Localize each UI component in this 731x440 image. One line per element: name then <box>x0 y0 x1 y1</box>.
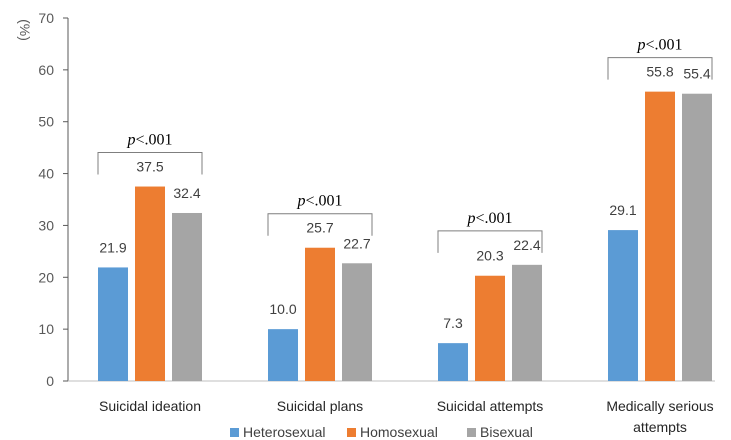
bar-heterosexual-3 <box>438 343 468 381</box>
p-threshold: <.001 <box>135 132 172 149</box>
p-value-label: p<.001 <box>126 132 172 149</box>
bar-homosexual-4 <box>645 91 675 381</box>
data-label: 10.0 <box>269 301 296 317</box>
x-tick-label: Suicidal ideation <box>99 398 201 414</box>
y-tick-label: 60 <box>38 62 54 78</box>
bar-bisexual-4 <box>682 93 712 381</box>
legend-label: Bisexual <box>480 424 533 440</box>
p-threshold: <.001 <box>645 37 682 54</box>
bar-bisexual-3 <box>512 264 542 381</box>
p-threshold: <.001 <box>475 210 512 227</box>
y-tick-label: 30 <box>38 217 54 233</box>
bar-bisexual-2 <box>342 263 372 381</box>
p-symbol: p <box>466 210 475 227</box>
y-tick-label: 10 <box>38 321 54 337</box>
legend-swatch-heterosexual <box>230 428 239 437</box>
y-tick-label: 40 <box>38 166 54 182</box>
bar-homosexual-1 <box>135 186 165 381</box>
legend: Heterosexual Homosexual Bisexual <box>230 424 533 440</box>
data-label: 22.7 <box>343 235 370 251</box>
bar-homosexual-3 <box>475 275 505 381</box>
data-label: 22.4 <box>513 237 540 253</box>
y-tick-label: 50 <box>38 114 54 130</box>
legend-swatch-bisexual <box>467 428 476 437</box>
p-value-label: p<.001 <box>296 193 342 210</box>
data-label: 7.3 <box>443 315 463 331</box>
bar-heterosexual-2 <box>268 329 298 381</box>
p-symbol: p <box>126 132 135 149</box>
y-axis-label: (%) <box>17 19 33 41</box>
p-value-label: p<.001 <box>466 210 512 227</box>
p-symbol: p <box>296 193 305 210</box>
bar-bisexual-1 <box>172 212 202 381</box>
y-axis-ticks: 0 10 20 30 40 50 60 70 <box>38 10 68 389</box>
category-labels: Suicidal ideation Suicidal plans Suicidal … <box>99 398 714 435</box>
x-tick-label: Suicidal attempts <box>437 398 544 414</box>
bar-homosexual-2 <box>305 247 335 381</box>
significance-bracket <box>607 57 713 80</box>
y-tick-label: 0 <box>46 373 54 389</box>
x-tick-label: Medically serious attempts <box>606 398 713 435</box>
data-label: 55.4 <box>683 66 710 82</box>
significance-bracket <box>437 230 543 253</box>
value-labels: 21.9 10.0 7.3 29.1 37.5 25.7 20.3 55.8 32.4 22.7 2… <box>99 64 710 332</box>
data-label: 25.7 <box>306 220 333 236</box>
p-threshold: <.001 <box>305 193 342 210</box>
p-symbol: p <box>636 37 645 54</box>
x-tick-label: Suicidal plans <box>277 398 363 414</box>
legend-label: Heterosexual <box>243 424 326 440</box>
significance-bracket <box>267 213 373 236</box>
data-label: 29.1 <box>609 202 636 218</box>
legend-label: Homosexual <box>360 424 438 440</box>
p-value-label: p<.001 <box>636 37 682 54</box>
bars <box>98 91 712 381</box>
data-label: 21.9 <box>99 239 126 255</box>
data-label: 32.4 <box>173 185 200 201</box>
bar-heterosexual-4 <box>608 230 638 381</box>
data-label: 37.5 <box>136 159 163 175</box>
significance-bracket <box>97 152 203 175</box>
data-label: 55.8 <box>646 64 673 80</box>
y-tick-label: 20 <box>38 269 54 285</box>
data-label: 20.3 <box>476 248 503 264</box>
bar-heterosexual-1 <box>98 267 128 381</box>
y-tick-label: 70 <box>38 10 54 26</box>
legend-swatch-homosexual <box>347 428 356 437</box>
